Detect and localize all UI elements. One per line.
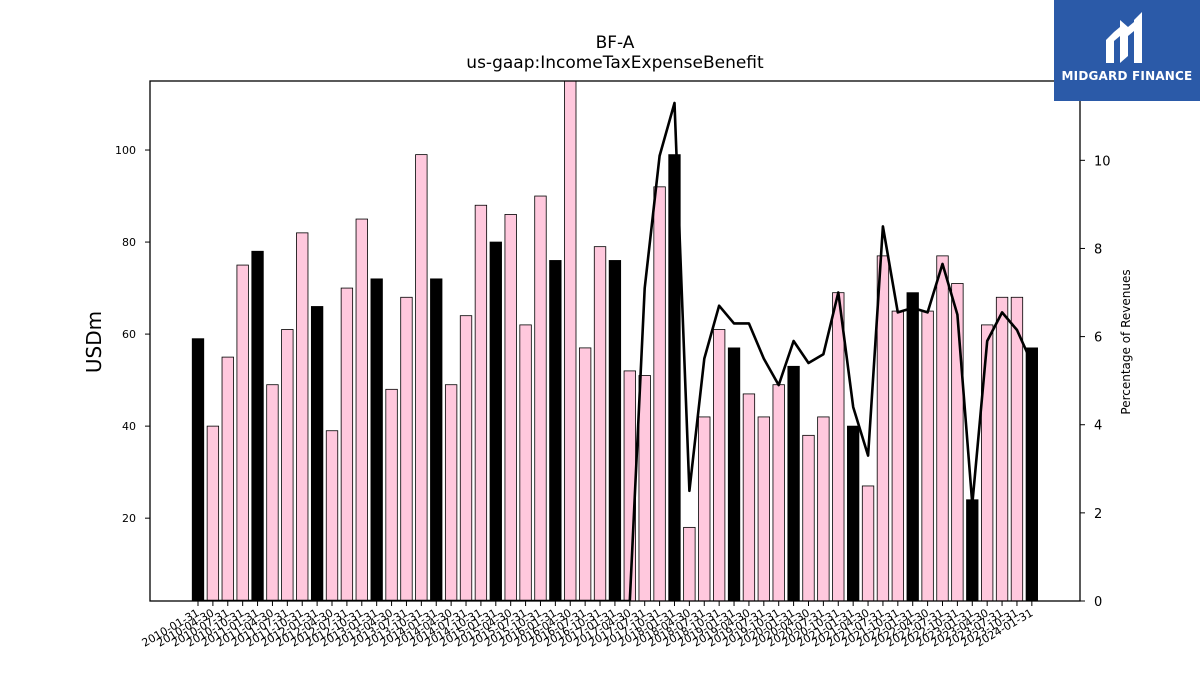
y2-tick-label: 2: [1094, 507, 1102, 522]
bar: [995, 296, 1009, 601]
bar: [608, 260, 622, 601]
bar: [727, 347, 741, 601]
series-line: [198, 101, 1033, 601]
bar: [206, 425, 220, 601]
bar: [400, 296, 413, 601]
y-tick-label: 100: [115, 144, 136, 157]
bar: [340, 287, 354, 601]
bar: [459, 315, 473, 601]
bar: [221, 356, 234, 601]
bars-group: [191, 81, 1038, 601]
bar: [861, 485, 875, 601]
bar: [623, 370, 636, 601]
bar: [787, 365, 800, 601]
bar: [251, 250, 264, 601]
y-tick-label: 60: [122, 328, 136, 341]
bar: [504, 214, 517, 601]
bar: [921, 310, 934, 601]
bar: [742, 393, 756, 601]
y2-axis-label: Percentage of Revenues: [1119, 269, 1133, 414]
bar: [757, 416, 770, 601]
bar: [817, 416, 830, 601]
bar: [296, 232, 309, 601]
y-axis-label: USDm: [82, 311, 106, 373]
bar: [489, 241, 502, 601]
line-group: [198, 101, 1033, 601]
bar: [415, 154, 428, 601]
bar: [772, 384, 785, 601]
bar: [1025, 347, 1038, 601]
bar: [906, 292, 919, 601]
bar: [966, 499, 979, 601]
bar: [698, 416, 711, 601]
brand-name: MIDGARD FINANCE: [1061, 69, 1193, 83]
bar: [236, 264, 249, 601]
midgard-m-logo-icon: [1106, 12, 1142, 63]
bar: [370, 278, 383, 601]
bar: [191, 338, 205, 601]
bar: [578, 347, 592, 601]
bar: [981, 324, 994, 601]
brand-logo: MIDGARD FINANCE: [1054, 0, 1200, 101]
bar: [638, 375, 651, 601]
bar: [683, 526, 696, 601]
bar: [549, 260, 562, 601]
bar: [444, 384, 458, 601]
bar: [266, 384, 279, 601]
y2-tick-label: 0: [1094, 595, 1102, 610]
bar: [891, 310, 904, 601]
bar: [653, 186, 666, 601]
bar: [385, 388, 398, 601]
bar: [310, 306, 324, 601]
bar: [1010, 296, 1024, 601]
axes-group: 2040608010002468102010-01-312010-04-3020…: [115, 80, 1111, 650]
chart-title: BF-A: [595, 33, 635, 53]
bar: [593, 246, 607, 601]
bar: [534, 195, 547, 601]
bar: [936, 255, 949, 601]
bar: [474, 204, 488, 601]
chart-subtitle: us-gaap:IncomeTaxExpenseBenefit: [466, 53, 764, 73]
bar: [713, 329, 726, 601]
bar: [281, 329, 294, 601]
bar: [355, 218, 368, 601]
y2-tick-label: 8: [1094, 242, 1102, 257]
bar: [325, 430, 339, 601]
bar: [951, 283, 964, 601]
bar: [564, 81, 577, 601]
bar: [519, 324, 532, 601]
bar: [847, 425, 860, 601]
bar: [430, 278, 443, 601]
y2-tick-label: 6: [1094, 331, 1102, 346]
bar: [876, 255, 890, 601]
y-tick-label: 20: [122, 512, 136, 525]
bar: [802, 434, 815, 601]
y-tick-label: 40: [122, 420, 136, 433]
y-tick-label: 80: [122, 236, 136, 249]
y2-tick-label: 4: [1094, 419, 1102, 434]
y2-tick-label: 10: [1094, 154, 1111, 169]
bar: [832, 292, 845, 601]
